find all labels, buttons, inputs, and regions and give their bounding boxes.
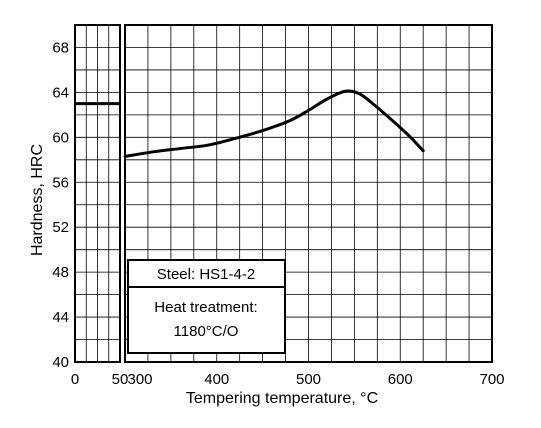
y-tick-label: 52	[52, 219, 69, 236]
x-tick-labels: 0 50 300 400 500 600 700	[71, 371, 505, 388]
hardness-curve	[123, 89, 425, 158]
y-tick-labels: 40 44 48 52 56 60 64 68	[52, 39, 69, 371]
y-tick-label: 44	[52, 309, 69, 326]
y-tick-label: 60	[52, 129, 69, 146]
y-tick-label: 40	[52, 354, 69, 371]
legend-treatment-line1: Heat treatment:	[154, 299, 257, 316]
x-tick-label: 300	[127, 371, 152, 388]
x-tick-label: 600	[388, 371, 413, 388]
x-axis-label: Tempering temperature, °C	[186, 390, 378, 407]
y-tick-label: 48	[52, 264, 69, 281]
left-panel-grid	[74, 24, 121, 363]
legend-steel: Steel: HS1-4-2	[157, 266, 255, 283]
legend-treatment-line2: 1180°C/O	[174, 323, 239, 340]
left-panel-frame	[74, 24, 121, 363]
main-panel-frame	[124, 24, 493, 363]
x-tick-label: 0	[71, 371, 79, 388]
y-tick-label: 68	[52, 39, 69, 56]
y-axis-label: Hardness, HRC	[29, 144, 46, 256]
x-tick-label: 500	[296, 371, 321, 388]
x-tick-label: 400	[204, 371, 229, 388]
y-tick-label: 56	[52, 174, 69, 191]
y-tick-label: 64	[52, 84, 69, 101]
x-tick-label: 50	[112, 371, 129, 388]
legend-box: Steel: HS1-4-2 Heat treatment: 1180°C/O	[127, 259, 286, 354]
x-tick-label: 700	[479, 371, 504, 388]
